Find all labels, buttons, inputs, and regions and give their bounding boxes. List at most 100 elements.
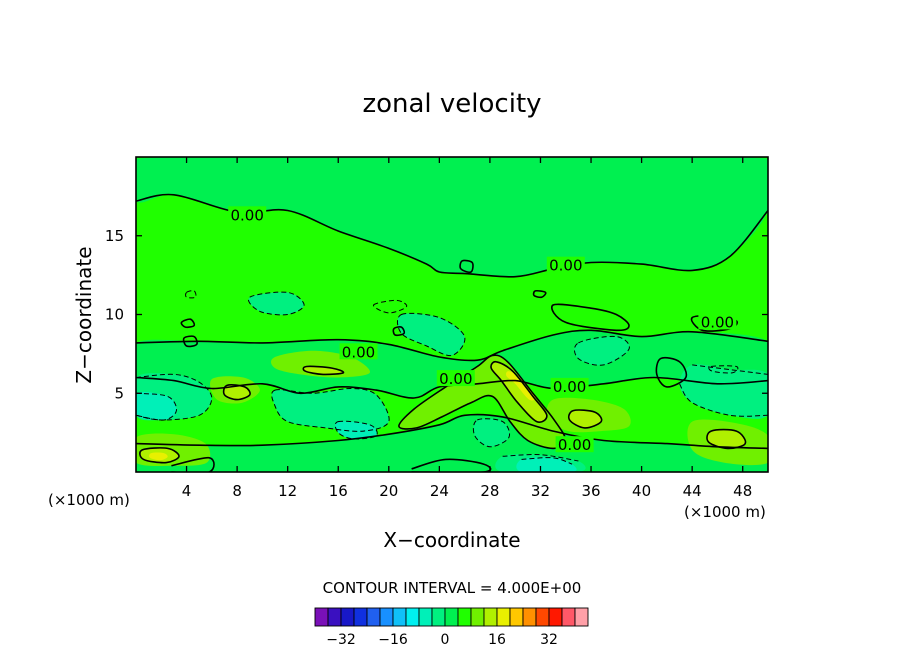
contour-label: 0.00 [549, 257, 582, 275]
contour-label-background [546, 256, 585, 273]
contour-line [655, 356, 688, 388]
legend-color-swatch [574, 607, 589, 627]
contour-line [136, 329, 768, 362]
negative-contour-line [185, 290, 197, 299]
legend-tick-labels: −32 −16 0 16 32 [326, 632, 558, 648]
legend-color-swatch [327, 607, 342, 627]
x-axis-ticks: 4 8 12 16 20 24 28 32 36 40 44 48 [182, 157, 752, 500]
legend-color-swatch [418, 607, 433, 627]
contour-interval-label: CONTOUR INTERVAL = 4.000E+00 [323, 579, 582, 597]
contour-region-strong-negative [136, 392, 177, 421]
legend-tick-label: 0 [441, 632, 450, 648]
contour-lines [136, 193, 768, 472]
y-tick-label: 5 [114, 384, 124, 402]
filled-contour-regions [136, 157, 768, 472]
x-tick-label: 48 [733, 482, 752, 500]
legend-color-swatch [340, 607, 355, 627]
legend-color-swatch [366, 607, 381, 627]
negative-contour-line [708, 365, 739, 374]
contour-line [180, 318, 196, 329]
x-tick-label: 16 [329, 482, 348, 500]
legend-tick-label: 32 [540, 632, 558, 648]
contour-label-background [698, 313, 737, 330]
contour-label: 0.00 [230, 206, 263, 224]
contour-line [171, 456, 215, 472]
contour-label-background [555, 436, 594, 453]
legend-color-swatch [548, 607, 563, 627]
legend-color-swatch [444, 607, 459, 627]
contour-line [222, 384, 251, 401]
negative-contour-line [136, 373, 213, 421]
contour-region-weak-negative [136, 414, 768, 472]
contour-label: 0.00 [342, 343, 375, 361]
contour-line [411, 458, 492, 472]
contour-line [398, 354, 567, 450]
contour-region-moderate-positive [491, 361, 547, 423]
contour-label: 0.00 [558, 436, 591, 454]
negative-contour-line [248, 291, 305, 316]
contour-label: 0.00 [439, 370, 472, 388]
contour-region-moderate-positive [223, 384, 251, 400]
contour-region-moderate-negative [574, 336, 630, 366]
x-tick-label: 8 [232, 482, 242, 500]
contour-region-moderate-positive [303, 366, 344, 375]
legend-tick-label: −16 [378, 632, 408, 648]
negative-contour-line [573, 335, 630, 366]
legend-color-swatch [522, 607, 537, 627]
contour-line [532, 289, 547, 299]
x-tick-label: 40 [632, 482, 651, 500]
negative-contour-line [373, 299, 408, 314]
x-axis-label: X−coordinate [383, 528, 520, 552]
contour-region-weak-negative [136, 157, 768, 277]
contour-label-background [436, 370, 475, 387]
x-tick-label: 4 [182, 482, 192, 500]
y-tick-label: 15 [105, 227, 124, 245]
negative-contour-line [692, 364, 768, 375]
negative-contour-line [271, 387, 390, 432]
contour-region-weak-positive [398, 355, 566, 449]
x-tick-label: 28 [480, 482, 499, 500]
x-tick-label: 20 [379, 482, 398, 500]
contour-region-moderate-negative [248, 292, 305, 315]
negative-contour-line [334, 420, 378, 440]
contour-line [182, 335, 198, 348]
negative-contour-line [502, 454, 579, 462]
legend-color-swatch [535, 607, 550, 627]
contour-label-background [550, 377, 589, 394]
contour-label: 0.00 [553, 378, 586, 396]
contour-label-background [339, 343, 378, 360]
x-tick-label: 24 [430, 482, 449, 500]
y-axis-unit: (×1000 m) [48, 491, 130, 509]
contour-labels: 0.00 0.00 0.00 0.00 0.00 0.00 0.00 [228, 206, 737, 454]
contour-region-strong-negative [516, 457, 577, 472]
contour-line [551, 303, 630, 332]
contour-region-strong-positive [506, 371, 536, 401]
contour-label-background [228, 206, 267, 223]
chart-title: zonal velocity [362, 89, 541, 119]
legend-color-swatch [431, 607, 446, 627]
legend-tick-label: −32 [326, 632, 356, 648]
y-axis-ticks: 5 10 15 [105, 227, 768, 402]
contour-line [136, 413, 768, 450]
legend-color-swatch [379, 607, 394, 627]
legend-color-swatch [561, 607, 576, 627]
legend-color-swatch [392, 607, 407, 627]
x-tick-label: 44 [683, 482, 702, 500]
x-axis-unit: (×1000 m) [684, 503, 766, 521]
color-legend [314, 607, 589, 627]
contour-line [706, 428, 747, 450]
negative-contour-line [679, 383, 768, 417]
legend-color-swatch [496, 607, 511, 627]
contour-line [567, 409, 603, 429]
legend-color-swatch [470, 607, 485, 627]
x-tick-label: 12 [278, 482, 297, 500]
contour-region-moderate-positive [568, 410, 602, 428]
y-axis-label: Z−coordinate [72, 246, 96, 383]
contour-region-moderate-negative [679, 364, 768, 419]
contour-region-moderate-negative [397, 313, 465, 356]
x-tick-label: 32 [531, 482, 550, 500]
contour-line [459, 259, 474, 274]
legend-color-swatch [509, 607, 524, 627]
contour-region-strong-positive [149, 452, 168, 461]
